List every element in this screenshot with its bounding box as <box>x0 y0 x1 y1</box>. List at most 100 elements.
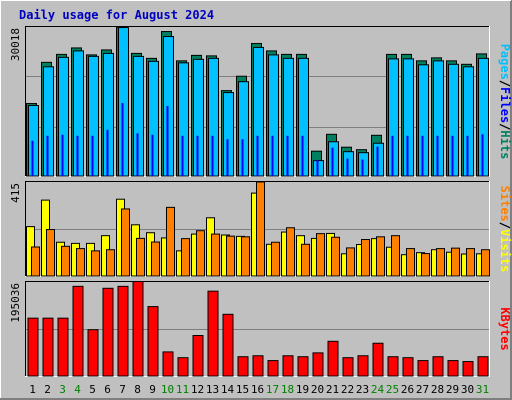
sites-bar-21 <box>331 236 340 277</box>
kbytes-bar-24 <box>372 342 384 377</box>
pages-bar-5 <box>91 135 94 176</box>
kbytes-bar-11 <box>177 357 189 377</box>
sites-bar-15 <box>241 236 250 277</box>
pages-bar-15 <box>241 139 244 176</box>
kbytes-bar-28 <box>432 356 444 377</box>
legend-sites-visits: Sites/Visits <box>498 186 512 273</box>
day-label-24: 24 <box>371 383 385 396</box>
kbytes-bar-14 <box>222 313 234 377</box>
day-label-5: 5 <box>89 383 96 396</box>
pages-bar-18 <box>286 135 289 176</box>
sites-bar-2 <box>46 229 55 277</box>
day-label-23: 23 <box>356 383 369 396</box>
day-label-28: 28 <box>431 383 444 396</box>
chart-title: Daily usage for August 2024 <box>19 8 214 22</box>
kbytes-bar-10 <box>162 351 174 377</box>
y-tick-label-1: 30018 <box>9 28 22 61</box>
day-label-11: 11 <box>176 383 189 396</box>
pages-bar-22 <box>346 158 349 176</box>
kbytes-bar-2 <box>42 317 54 377</box>
kbytes-bar-5 <box>87 329 99 377</box>
day-label-31: 31 <box>476 383 489 396</box>
legend-hits-files-pages: Pages/Files/Hits <box>498 44 512 160</box>
sites-bar-13 <box>211 233 220 277</box>
day-label-13: 13 <box>206 383 219 396</box>
kbytes-bar-31 <box>477 356 489 377</box>
pages-bar-20 <box>316 160 319 176</box>
kbytes-bar-20 <box>312 352 324 377</box>
day-label-8: 8 <box>134 383 141 396</box>
day-label-17: 17 <box>266 383 279 396</box>
pages-bar-8 <box>136 133 139 176</box>
kbytes-bar-29 <box>447 360 459 377</box>
pages-bar-29 <box>451 135 454 176</box>
pages-bar-16 <box>256 135 259 176</box>
kbytes-bar-8 <box>132 281 144 377</box>
sites-bar-9 <box>151 241 160 277</box>
day-label-16: 16 <box>251 383 264 396</box>
kbytes-bar-3 <box>57 317 69 377</box>
pages-bar-25 <box>391 135 394 176</box>
sites-bar-29 <box>451 247 460 277</box>
kbytes-bar-17 <box>267 360 279 377</box>
kbytes-bar-26 <box>402 357 414 377</box>
y-tick-label-3: 195036 <box>9 283 22 323</box>
day-label-21: 21 <box>326 383 339 396</box>
kbytes-bar-22 <box>342 357 354 377</box>
pages-bar-26 <box>406 135 409 176</box>
kbytes-bar-7 <box>117 285 129 377</box>
day-label-7: 7 <box>119 383 126 396</box>
kbytes-bar-18 <box>282 355 294 377</box>
sites-bar-6 <box>106 249 115 277</box>
sites-bar-28 <box>436 248 445 277</box>
pages-bar-12 <box>196 135 199 176</box>
day-label-26: 26 <box>401 383 414 396</box>
kbytes-bar-23 <box>357 355 369 377</box>
kbytes-bar-15 <box>237 356 249 377</box>
sites-bar-17 <box>271 241 280 277</box>
pages-bar-9 <box>151 134 154 176</box>
kbytes-bar-1 <box>27 317 39 377</box>
sites-bar-10 <box>166 206 175 277</box>
sites-bar-24 <box>376 236 385 277</box>
sites-bar-18 <box>286 227 295 277</box>
sites-bar-16 <box>256 181 265 277</box>
pages-bar-4 <box>76 135 79 176</box>
kbytes-bar-19 <box>297 356 309 377</box>
day-label-15: 15 <box>236 383 249 396</box>
pages-bar-13 <box>211 135 214 176</box>
pages-bar-31 <box>481 134 484 176</box>
pages-bar-6 <box>106 129 109 176</box>
pages-bar-2 <box>46 135 49 176</box>
day-label-3: 3 <box>59 383 66 396</box>
day-label-10: 10 <box>161 383 174 396</box>
sites-bar-12 <box>196 230 205 277</box>
kbytes-bar-27 <box>417 360 429 377</box>
sites-bar-23 <box>361 239 370 277</box>
sites-bar-5 <box>91 250 100 277</box>
y-tick-label-2: 415 <box>9 183 22 203</box>
day-label-22: 22 <box>341 383 354 396</box>
pages-bar-30 <box>466 135 469 176</box>
sites-bar-20 <box>316 233 325 277</box>
pages-bar-19 <box>301 135 304 176</box>
kbytes-bar-9 <box>147 306 159 377</box>
pages-bar-3 <box>61 134 64 176</box>
day-label-12: 12 <box>191 383 204 396</box>
legend-kbytes: KBytes <box>498 307 512 350</box>
sites-bar-22 <box>346 247 355 277</box>
sites-bar-19 <box>301 243 310 277</box>
kbytes-bar-6 <box>102 287 114 377</box>
pages-bar-11 <box>181 135 184 176</box>
sites-bar-26 <box>406 248 415 277</box>
day-label-9: 9 <box>149 383 156 396</box>
sites-bar-1 <box>31 246 40 277</box>
day-label-18: 18 <box>281 383 294 396</box>
day-label-20: 20 <box>311 383 324 396</box>
pages-bar-7 <box>121 103 124 176</box>
pages-bar-1 <box>31 140 34 176</box>
sites-bar-8 <box>136 237 145 277</box>
sites-bar-30 <box>466 248 475 277</box>
pages-bar-23 <box>361 159 364 176</box>
